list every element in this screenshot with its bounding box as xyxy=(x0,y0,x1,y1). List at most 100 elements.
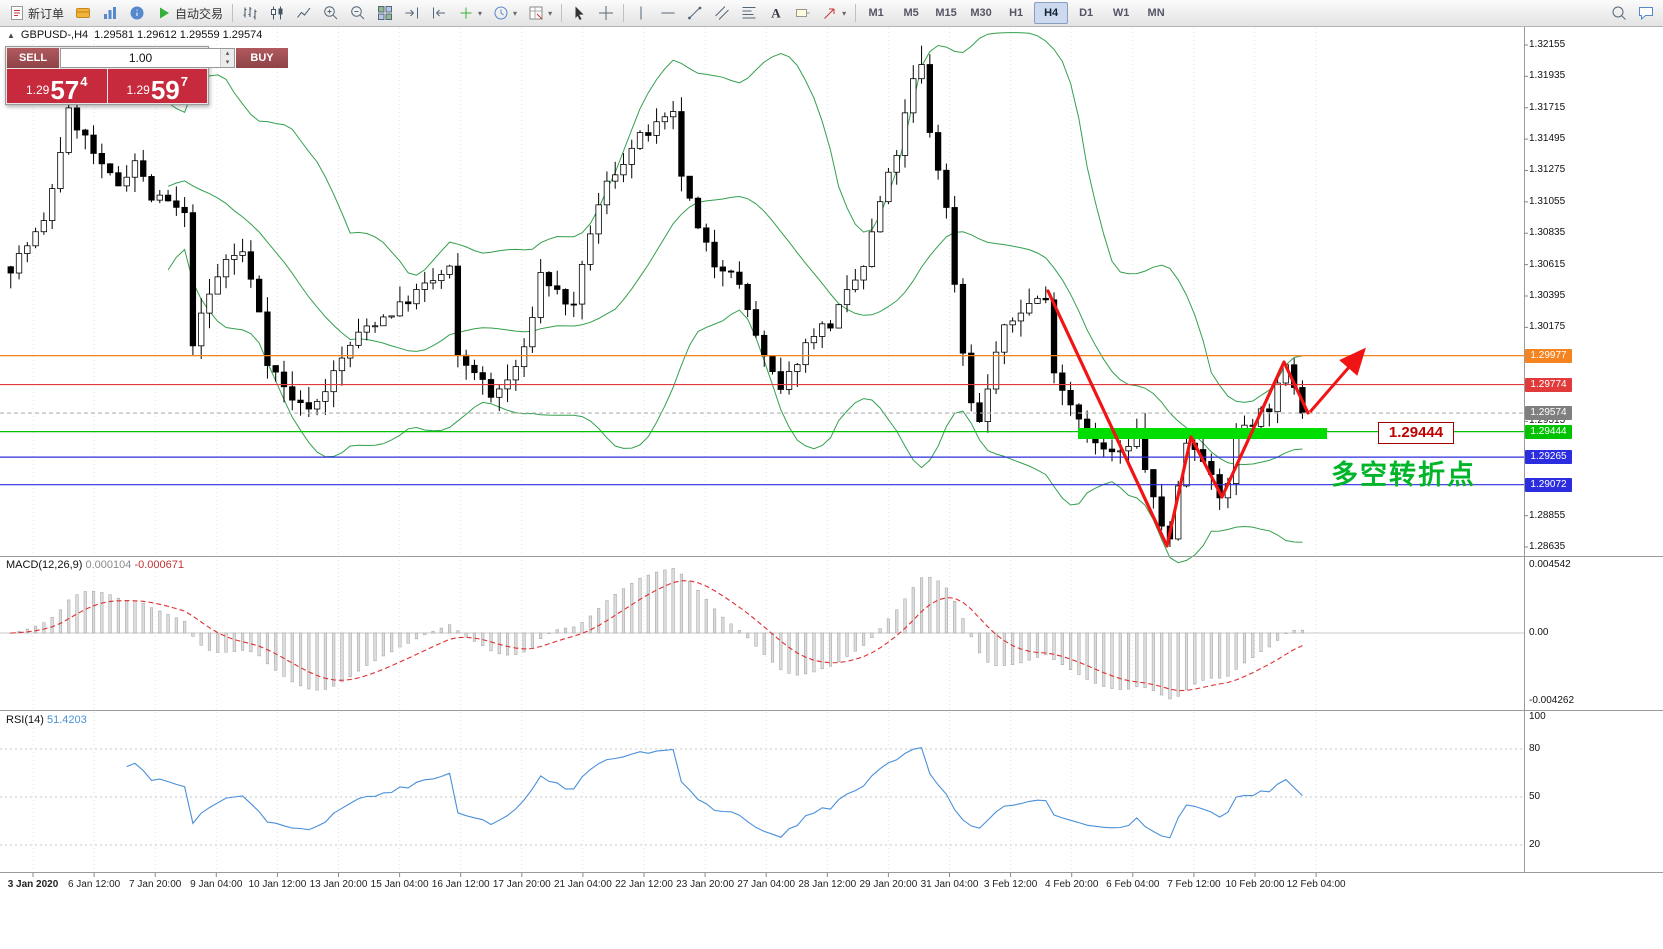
fibonacci-button[interactable] xyxy=(736,1,762,25)
price-axis-label: 1.31495 xyxy=(1529,133,1566,145)
sell-price-point: 4 xyxy=(80,74,88,89)
chat-icon xyxy=(1638,5,1654,21)
autotrading-button-label: 自动交易 xyxy=(175,6,224,21)
support-zone-band[interactable] xyxy=(1078,428,1327,439)
zoom-in-icon xyxy=(323,5,339,21)
toolbar-separator xyxy=(623,4,625,22)
rsi-axis-label: 50 xyxy=(1529,791,1541,802)
chart-shift-button[interactable] xyxy=(426,1,452,25)
horizontal-line-button[interactable] xyxy=(655,1,681,25)
rsi-axis-label: 80 xyxy=(1529,743,1541,754)
indicators-button[interactable]: ▾ xyxy=(453,1,487,25)
pane-separators[interactable] xyxy=(0,556,1663,873)
volume-input[interactable] xyxy=(61,49,220,67)
sell-button[interactable]: SELL xyxy=(7,48,59,68)
timeframe-m30-button[interactable]: M30 xyxy=(970,7,992,19)
text-button[interactable]: A xyxy=(763,1,789,25)
timeframe-m15-button[interactable]: M15 xyxy=(935,7,957,19)
search-button[interactable] xyxy=(1606,1,1632,25)
new-order-button-label: 新订单 xyxy=(28,6,65,21)
hline-icon xyxy=(660,5,676,21)
price-axis-label: 1.30175 xyxy=(1529,321,1566,333)
auto-scroll-icon xyxy=(404,5,420,21)
trendline-button[interactable] xyxy=(682,1,708,25)
svg-text:A: A xyxy=(771,6,781,21)
time-axis-label: 3 Jan 2020 xyxy=(7,879,59,890)
dropdown-caret-icon[interactable]: ▾ xyxy=(842,8,847,18)
buy-button[interactable]: BUY xyxy=(236,48,288,68)
price-axis-label: 1.31935 xyxy=(1529,70,1566,82)
buy-price-button[interactable]: 1.29 59 7 xyxy=(107,69,207,103)
account-button[interactable] xyxy=(70,1,96,25)
chart-title: GBPUSD-,H4 xyxy=(20,29,89,41)
price-axis-label: 1.30615 xyxy=(1529,258,1566,270)
dropdown-caret-icon[interactable]: ▾ xyxy=(513,8,518,18)
timeframe-mn-button[interactable]: MN xyxy=(1147,7,1165,19)
candles-layer xyxy=(7,45,1306,547)
indicators-icon xyxy=(458,5,474,21)
price-tag-1.29072: 1.29072 xyxy=(1525,477,1572,492)
timeframe-h4-button[interactable]: H4 xyxy=(1034,2,1069,24)
timeframe-m5-button[interactable]: M5 xyxy=(903,7,919,19)
zoom-in-button[interactable] xyxy=(318,1,344,25)
price-axis-label: 1.30395 xyxy=(1529,289,1566,301)
trend-arrow xyxy=(1308,347,1366,413)
line-chart-button[interactable] xyxy=(291,1,317,25)
sell-price-button[interactable]: 1.29 57 4 xyxy=(7,69,107,103)
auto-scroll-button[interactable] xyxy=(399,1,425,25)
dropdown-caret-icon[interactable]: ▾ xyxy=(478,8,483,18)
channel-button[interactable] xyxy=(709,1,735,25)
text-icon: A xyxy=(768,5,784,21)
search-icon xyxy=(1611,5,1627,21)
periods-button[interactable]: ▾ xyxy=(488,1,522,25)
templates-button[interactable]: ▾ xyxy=(523,1,557,25)
info-icon xyxy=(129,5,145,21)
volume-increase-button[interactable]: ▴ xyxy=(221,49,234,58)
zoom-out-button[interactable] xyxy=(345,1,371,25)
volume-decrease-button[interactable]: ▾ xyxy=(221,58,234,67)
cursor-button[interactable] xyxy=(566,1,592,25)
time-axis-label: 13 Jan 20:00 xyxy=(309,879,368,890)
price-axis-label: 1.31715 xyxy=(1529,101,1566,113)
price-tag-1.29774: 1.29774 xyxy=(1525,377,1572,392)
price-axis-label: 1.32155 xyxy=(1529,39,1566,50)
trend-annotation[interactable] xyxy=(1046,289,1366,548)
timeframe-m1-button[interactable]: M1 xyxy=(868,7,884,19)
collapse-trade-panel-icon[interactable]: ▲ xyxy=(7,30,15,40)
time-axis-label: 23 Jan 20:00 xyxy=(676,879,734,890)
timeframe-h1-button[interactable]: H1 xyxy=(1009,7,1024,19)
price-axis-label: 1.30835 xyxy=(1529,227,1566,239)
timeframe-d1-button[interactable]: D1 xyxy=(1079,7,1094,19)
candlestick-chart-button[interactable] xyxy=(264,1,290,25)
time-axis-label: 4 Feb 20:00 xyxy=(1045,879,1099,890)
chat-button[interactable] xyxy=(1633,1,1659,25)
channel-icon xyxy=(714,5,730,21)
arrows-button[interactable]: ▾ xyxy=(817,1,851,25)
toolbar-separator xyxy=(561,4,563,22)
time-axis-label: 27 Jan 04:00 xyxy=(737,879,796,890)
macd-axis-label: 0.00 xyxy=(1529,627,1549,638)
price-annotation-tag[interactable]: 1.29444 xyxy=(1378,422,1454,444)
dropdown-caret-icon[interactable]: ▾ xyxy=(548,8,553,18)
info-button[interactable] xyxy=(124,1,150,25)
time-axis-label: 16 Jan 12:00 xyxy=(431,879,490,890)
bar-chart-button[interactable] xyxy=(237,1,263,25)
symbol-title-bar: ▲ GBPUSD-,H4 1.29581 1.29612 1.29559 1.2… xyxy=(7,29,262,41)
sell-price-big: 57 xyxy=(50,74,80,105)
time-axis-label: 17 Jan 20:00 xyxy=(492,879,551,890)
tile-windows-button[interactable] xyxy=(372,1,398,25)
timeframe-w1-button[interactable]: W1 xyxy=(1112,7,1130,19)
buy-price-point: 7 xyxy=(180,74,188,89)
autotrading-button[interactable]: 自动交易 xyxy=(151,1,228,25)
rsi-name: RSI(14) xyxy=(6,714,44,726)
label-button[interactable] xyxy=(790,1,816,25)
new-order-button[interactable]: 新订单 xyxy=(4,1,69,25)
charts-button[interactable] xyxy=(97,1,123,25)
price-tag-1.29265: 1.29265 xyxy=(1525,450,1572,465)
turning-point-annotation[interactable]: 多空转折点 xyxy=(1331,460,1476,490)
rsi-axis-label: 100 xyxy=(1529,711,1546,722)
crosshair-button[interactable] xyxy=(593,1,619,25)
vertical-line-button[interactable] xyxy=(628,1,654,25)
time-axis-label: 31 Jan 04:00 xyxy=(920,879,979,890)
